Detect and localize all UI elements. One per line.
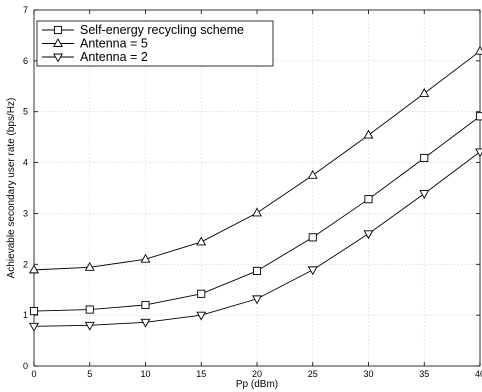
legend-entry-1: Self-energy recycling scheme	[42, 23, 244, 37]
data-point-marker	[196, 311, 207, 321]
y-tick-label: 2	[23, 259, 28, 269]
x-tick-labels: 0 5 10 15 20 25 30 35 40	[31, 369, 482, 379]
data-point-marker	[197, 289, 206, 298]
data-point-marker	[29, 307, 39, 316]
legend-box	[36, 20, 274, 67]
y-tick-label: 7	[23, 5, 28, 15]
data-point-marker	[475, 45, 482, 55]
data-point-marker	[29, 322, 39, 332]
y-tick-label: 6	[23, 56, 28, 66]
data-point-marker	[363, 230, 374, 240]
data-point-marker	[363, 129, 374, 139]
legend-marker	[53, 38, 63, 47]
legend-marker	[53, 53, 63, 63]
x-tick-label: 15	[196, 369, 206, 379]
legend-entry-2: Antenna = 5	[42, 37, 148, 51]
x-tick-label: 35	[419, 369, 429, 379]
series-2	[29, 45, 482, 274]
data-point-marker	[85, 305, 94, 314]
data-point-marker	[84, 321, 95, 331]
x-tick-label: 0	[31, 369, 36, 379]
data-point-marker	[252, 295, 262, 305]
series-1	[29, 112, 482, 316]
y-tick-label: 3	[23, 208, 28, 218]
legend-label: Self-energy recycling scheme	[80, 23, 244, 37]
series-group	[29, 45, 482, 332]
data-point-marker	[141, 300, 150, 310]
data-point-marker	[364, 195, 373, 204]
x-tick-label: 20	[252, 369, 262, 379]
data-point-marker	[140, 253, 151, 263]
x-tick-label: 25	[308, 369, 318, 379]
legend-entry-3: Antenna = 2	[42, 50, 148, 64]
data-point-marker	[307, 169, 318, 179]
data-point-marker	[196, 236, 207, 246]
y-tick-labels: 0 1 2 3 4 5 6 7	[23, 5, 28, 371]
data-point-marker	[419, 87, 430, 97]
data-point-marker	[307, 266, 318, 276]
y-axis-label: Achievable secondary user rate (bps/Hz)	[6, 98, 17, 279]
data-point-marker	[140, 318, 151, 328]
y-tick-label: 1	[23, 310, 28, 320]
data-point-marker	[84, 261, 95, 271]
data-point-marker	[252, 266, 262, 275]
x-tick-label: 30	[363, 369, 373, 379]
x-tick-label: 40	[475, 369, 482, 379]
x-axis-label: Pp (dBm)	[236, 379, 278, 390]
data-point-marker	[475, 148, 482, 158]
legend-marker	[53, 25, 63, 35]
data-point-marker	[420, 153, 429, 163]
data-point-marker	[252, 207, 262, 217]
tick-marks	[33, 9, 481, 367]
x-tick-label: 10	[140, 369, 150, 379]
legend-label: Antenna = 2	[80, 50, 148, 64]
y-tick-label: 5	[23, 107, 28, 117]
data-point-marker	[475, 112, 482, 121]
data-point-marker	[29, 264, 39, 274]
y-tick-label: 0	[23, 361, 28, 371]
data-point-marker	[308, 233, 317, 242]
y-tick-label: 4	[23, 158, 28, 168]
legend-label: Antenna = 5	[80, 37, 148, 51]
data-point-marker	[419, 190, 430, 200]
x-tick-label: 5	[87, 369, 92, 379]
series-3	[29, 148, 482, 332]
